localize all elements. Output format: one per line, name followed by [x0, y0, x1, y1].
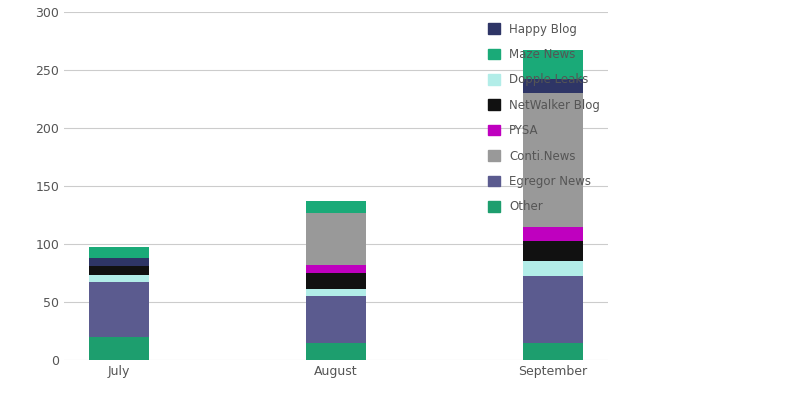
- Bar: [306, 273, 366, 289]
- Bar: [89, 266, 150, 275]
- Bar: [522, 79, 583, 93]
- Bar: [306, 265, 366, 273]
- Bar: [522, 240, 583, 262]
- Bar: [306, 213, 366, 265]
- Bar: [522, 93, 583, 226]
- Bar: [522, 262, 583, 276]
- Bar: [89, 258, 150, 266]
- Legend: Happy Blog, Maze News, Dopple Leaks, NetWalker Blog, PYSA, Conti.News, Egregor N: Happy Blog, Maze News, Dopple Leaks, Net…: [483, 18, 605, 218]
- Bar: [306, 289, 366, 296]
- Bar: [89, 275, 150, 282]
- Bar: [522, 276, 583, 342]
- Bar: [89, 282, 150, 337]
- Bar: [89, 248, 150, 258]
- Bar: [522, 226, 583, 240]
- Bar: [89, 337, 150, 360]
- Bar: [306, 296, 366, 342]
- Bar: [522, 50, 583, 79]
- Bar: [306, 342, 366, 360]
- Bar: [306, 201, 366, 213]
- Bar: [522, 342, 583, 360]
